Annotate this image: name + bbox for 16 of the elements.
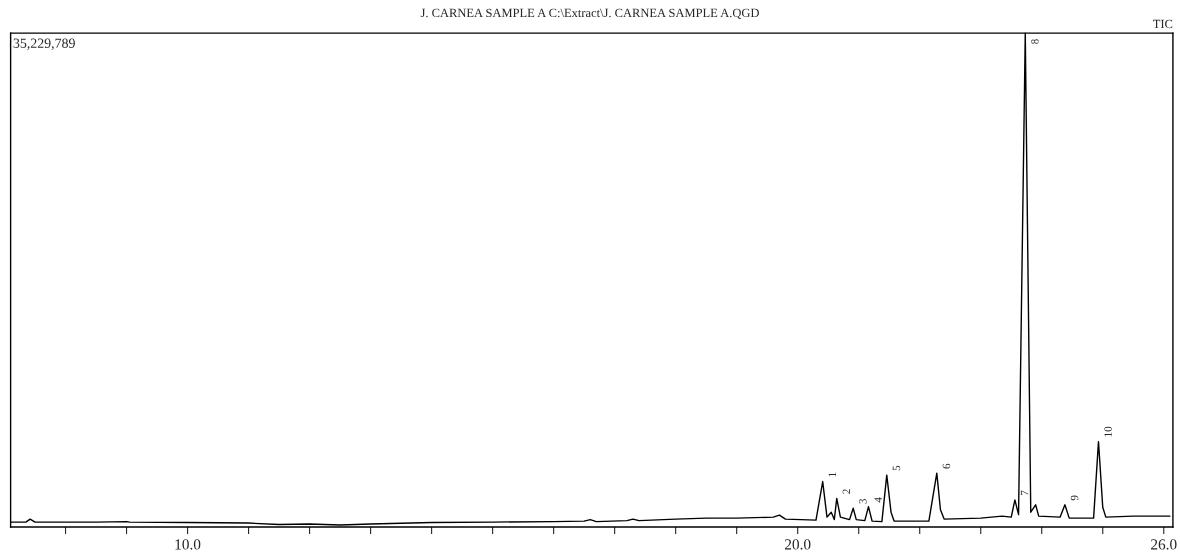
- text: TIC: [1153, 19, 1173, 29]
- x-tick-label: 26.0: [1151, 539, 1177, 550]
- annotation: 2: [842, 489, 850, 494]
- x-tick-label: 10.0: [175, 539, 201, 550]
- annotation: 7: [1020, 490, 1029, 495]
- annotation: 9: [1070, 495, 1079, 501]
- chart-title: J. CARNEA SAMPLE A C:\Extract\J. CARNEA SAMPLE A.QGD: [420, 8, 759, 19]
- annotation: 3: [859, 498, 867, 504]
- x-tick-label: 20.0: [784, 539, 811, 550]
- annotation: 10: [1104, 426, 1112, 437]
- annotation: 6: [942, 463, 951, 469]
- annotation: 5: [892, 465, 901, 471]
- annotation: 8: [1031, 39, 1039, 44]
- annotation: 1: [828, 472, 836, 477]
- annotation: 4: [874, 497, 882, 503]
- annotation: 35,229,789: [13, 38, 75, 50]
